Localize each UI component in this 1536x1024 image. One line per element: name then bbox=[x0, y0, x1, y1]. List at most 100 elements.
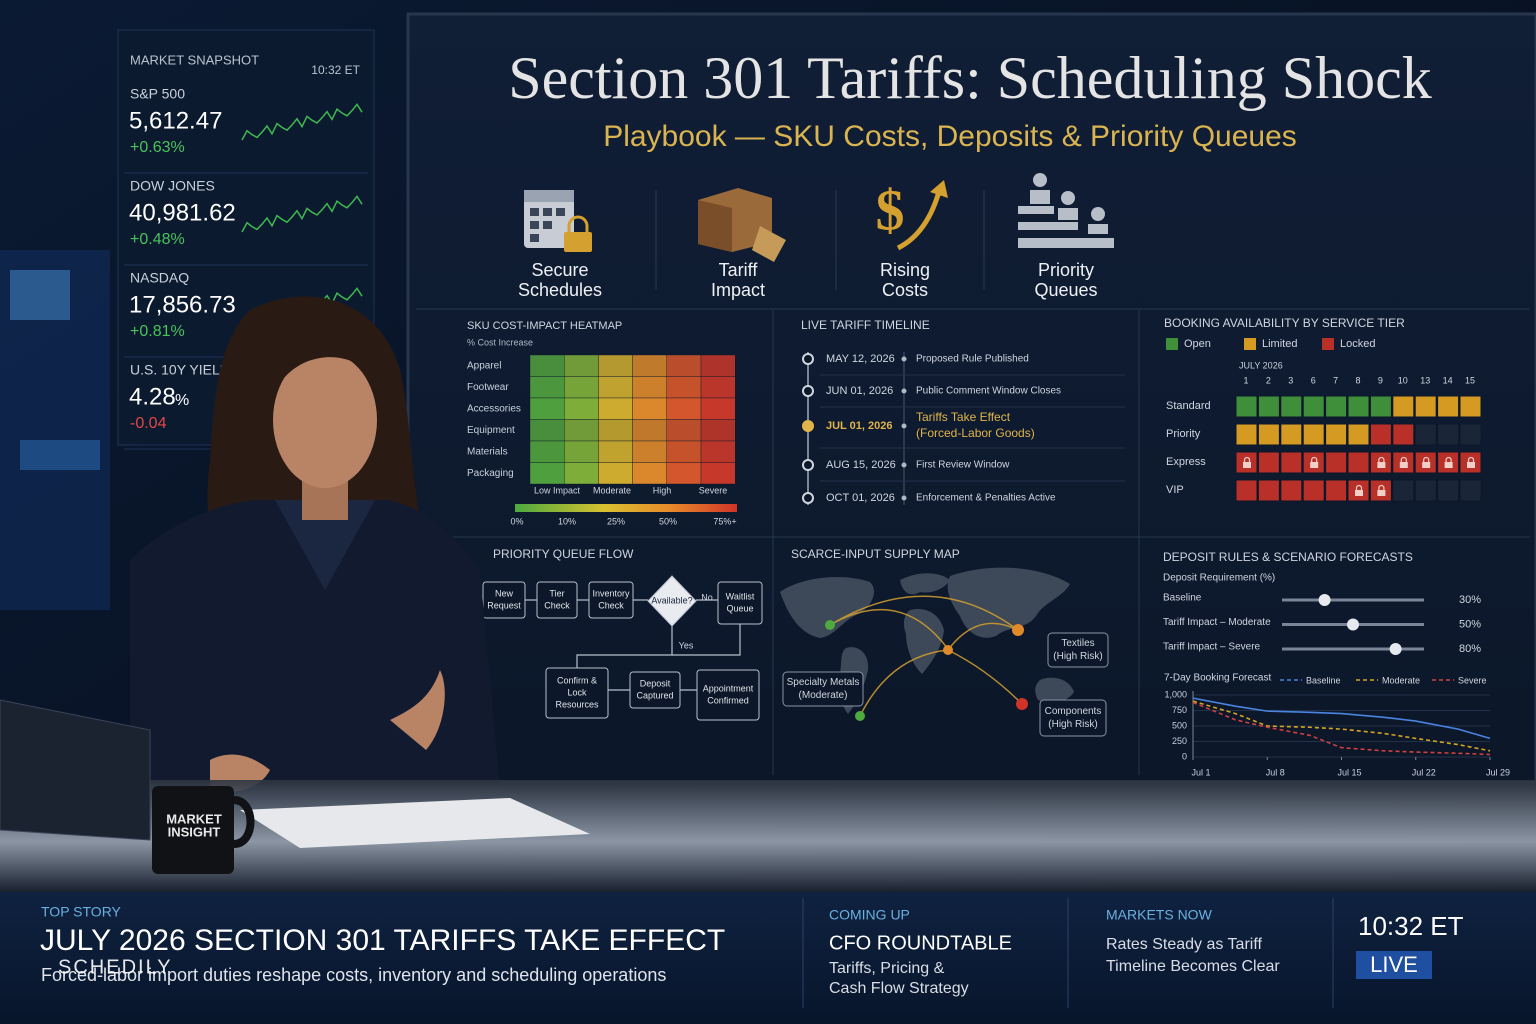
forecast-line bbox=[1192, 697, 1491, 740]
background-monitor bbox=[20, 440, 100, 470]
node-label: Deposit bbox=[640, 678, 671, 688]
coming-up-line: Tariffs, Pricing & bbox=[829, 960, 945, 977]
column-label: High bbox=[653, 485, 672, 495]
event-date: JUN 01, 2026 bbox=[826, 385, 893, 397]
icon-label: Rising bbox=[880, 260, 930, 280]
supply-node bbox=[943, 645, 953, 655]
lock-icon bbox=[1243, 462, 1251, 468]
icon-priority-queues bbox=[1018, 173, 1114, 248]
availability-cell bbox=[1437, 423, 1460, 446]
column-label: Severe bbox=[699, 485, 728, 495]
node-label: Waitlist bbox=[726, 591, 755, 601]
availability-cell bbox=[1325, 451, 1348, 474]
supply-node bbox=[1016, 698, 1028, 710]
screen-title: Section 301 Tariffs: Scheduling Shock bbox=[508, 45, 1432, 111]
heat-cell bbox=[564, 440, 599, 463]
map-callout bbox=[782, 671, 864, 707]
heat-cell bbox=[666, 440, 702, 463]
decision-node bbox=[647, 575, 697, 627]
node-label: Tier bbox=[549, 588, 564, 598]
legend-swatch bbox=[1166, 338, 1178, 350]
heat-cell bbox=[598, 376, 633, 399]
panel-time: 10:32 ET bbox=[311, 63, 360, 77]
availability-cell bbox=[1459, 395, 1482, 418]
node-label: Inventory bbox=[592, 588, 630, 598]
sparkline bbox=[241, 103, 363, 141]
availability-cell bbox=[1369, 395, 1392, 418]
timeline-dot bbox=[802, 385, 814, 397]
y-tick-label: 500 bbox=[1172, 720, 1187, 730]
heat-cell bbox=[529, 354, 565, 377]
heat-cell bbox=[632, 354, 667, 377]
headline: JULY 2026 SECTION 301 TARIFFS TAKE EFFEC… bbox=[40, 924, 725, 957]
panel-title: BOOKING AVAILABILITY BY SERVICE TIER bbox=[1164, 316, 1405, 330]
availability-cell bbox=[1280, 451, 1303, 474]
y-tick-label: 1,000 bbox=[1164, 689, 1187, 699]
row-label: Apparel bbox=[467, 361, 501, 372]
event-label: (Forced-Labor Goods) bbox=[916, 426, 1035, 440]
heat-cell bbox=[529, 419, 565, 442]
flow-node bbox=[717, 581, 763, 625]
availability-cell bbox=[1302, 423, 1325, 446]
flow-node bbox=[696, 669, 760, 721]
ticker-change: -0.04 bbox=[130, 415, 167, 432]
availability-cell bbox=[1347, 423, 1370, 446]
ticker-name: DOW JONES bbox=[130, 178, 215, 194]
icon-label: Schedules bbox=[518, 280, 602, 300]
flow-node bbox=[482, 581, 526, 619]
lock-icon bbox=[1423, 456, 1430, 462]
availability-cell bbox=[1392, 423, 1415, 446]
node-label: Check bbox=[544, 600, 570, 610]
mug-text: MARKET bbox=[166, 811, 222, 826]
availability-cell bbox=[1437, 395, 1460, 418]
flow-node bbox=[545, 667, 609, 719]
ticker-name: S&P 500 bbox=[130, 86, 185, 102]
heat-cell bbox=[700, 376, 736, 399]
scale-label: 50% bbox=[659, 516, 677, 526]
node-label: Lock bbox=[567, 687, 587, 697]
lock-icon bbox=[1400, 456, 1407, 462]
availability-cell bbox=[1347, 395, 1370, 418]
flow-arrow bbox=[576, 625, 673, 668]
day-label: 7 bbox=[1333, 375, 1338, 385]
day-label: 6 bbox=[1311, 375, 1316, 385]
node-label: Confirm & bbox=[557, 675, 597, 685]
news-anchor bbox=[130, 296, 500, 793]
node-label: Confirmed bbox=[707, 695, 749, 705]
heat-cell bbox=[632, 440, 667, 463]
legend-label: Baseline bbox=[1306, 675, 1341, 685]
heat-cell bbox=[700, 462, 736, 485]
heat-cell bbox=[564, 376, 599, 399]
timeline-dot bbox=[901, 495, 907, 501]
legend-label: Locked bbox=[1340, 338, 1375, 350]
icon-label: Tariff bbox=[719, 260, 759, 280]
icon-label: Costs bbox=[882, 280, 928, 300]
supply-node bbox=[855, 711, 865, 721]
slider-value: 50% bbox=[1459, 618, 1481, 630]
x-tick-label: Jul 1 bbox=[1191, 767, 1210, 777]
day-label: 8 bbox=[1355, 375, 1360, 385]
availability-cell bbox=[1257, 423, 1280, 446]
availability-cell bbox=[1325, 423, 1348, 446]
scale-label: 0% bbox=[510, 516, 523, 526]
markets-now-line: Rates Steady as Tariff bbox=[1106, 936, 1262, 953]
ticker-value: 17,856.73 bbox=[129, 291, 236, 318]
icon-label: Queues bbox=[1034, 280, 1097, 300]
heat-cell bbox=[598, 462, 633, 485]
day-label: 13 bbox=[1420, 375, 1430, 385]
ticker-name: U.S. 10Y YIELD bbox=[130, 362, 230, 378]
panel-title: MARKET SNAPSHOT bbox=[130, 52, 259, 67]
coming-up-line: Cash Flow Strategy bbox=[829, 980, 969, 997]
tier-label: Standard bbox=[1166, 400, 1211, 412]
lock-icon bbox=[1445, 456, 1452, 462]
heat-cell bbox=[598, 354, 633, 377]
availability-cell bbox=[1280, 395, 1303, 418]
node-label: Resources bbox=[555, 699, 599, 709]
flow-node bbox=[629, 671, 681, 709]
event-date: OCT 01, 2026 bbox=[826, 492, 895, 504]
flow-node bbox=[588, 581, 634, 619]
heat-cell bbox=[529, 376, 565, 399]
node-label: Available? bbox=[651, 595, 692, 605]
event-label: Public Comment Window Closes bbox=[916, 386, 1061, 397]
